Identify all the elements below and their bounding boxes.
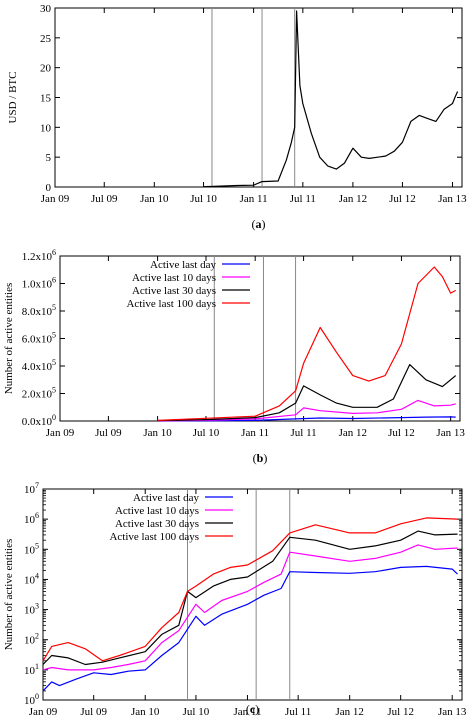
chart-b-x-tick-label: Jul 10 <box>193 427 220 439</box>
chart-a-y-tick-label: 30 <box>40 3 52 15</box>
chart-c-series-line <box>42 565 458 692</box>
chart-b-x-tick-label: Jul 12 <box>388 427 415 439</box>
chart-a-x-tick-label: Jul 12 <box>389 193 416 205</box>
chart-b-x-tick-label: Jul 11 <box>290 427 316 439</box>
chart-a-y-tick-label: 15 <box>40 93 52 105</box>
chart-b-legend-label: Active last 100 days <box>126 298 216 310</box>
chart-b: Jan 09 Jul 09 Jan 10 Jul 10 Jan 11 Jul 11 Jan … <box>3 248 465 465</box>
chart-b-caption: (b) <box>253 451 268 465</box>
chart-c-legend-label: Active last day <box>133 492 199 504</box>
chart-b-plot-area <box>59 255 461 422</box>
chart-c-x-tick-label: Jul 11 <box>285 706 311 718</box>
chart-c-series-line <box>42 530 458 666</box>
chart-c-x-tick-label: Jan 09 <box>29 706 58 718</box>
chart-b-x-tick-label: Jul 09 <box>95 427 122 439</box>
chart-b-legend-label: Active last 10 days <box>132 272 216 284</box>
chart-c-x-tick-label: Jul 10 <box>183 706 210 718</box>
chart-b-x-tick-label: Jan 09 <box>46 427 75 439</box>
chart-c-y-tick-label: 103 <box>24 602 39 617</box>
chart-c: Jan 09 Jul 09 Jan 10 Jul 10 Jan 11 Jul 11 Jan … <box>3 481 467 718</box>
chart-a-series-line <box>203 10 459 188</box>
chart-c-series-line <box>42 544 458 671</box>
chart-c-x-tick-label: Jul 09 <box>80 706 107 718</box>
chart-a-x-tick-label: Jan 13 <box>438 193 467 205</box>
chart-a-y-tick-label: 10 <box>40 122 52 134</box>
chart-c-x-tick-label: Jan 10 <box>131 706 160 718</box>
chart-a-caption: (a) <box>252 217 266 231</box>
chart-b-legend-label: Active last day <box>150 259 216 271</box>
chart-a-y-tick-label: 5 <box>46 152 52 164</box>
chart-c-y-tick-label: 104 <box>24 571 39 586</box>
chart-b-series-line <box>157 266 456 421</box>
chart-b-y-tick-label: 1.0x106 <box>22 276 56 291</box>
chart-b-y-tick-label: 1.2x106 <box>22 248 56 263</box>
chart-a-x-tick-label: Jan 09 <box>41 193 70 205</box>
chart-b-y-tick-label: 4.0x105 <box>22 358 56 373</box>
chart-b-y-tick-label: 2.0x105 <box>22 386 56 401</box>
chart-b-x-tick-label: Jan 13 <box>436 427 465 439</box>
chart-c-y-tick-label: 107 <box>24 481 39 496</box>
chart-c-x-tick-label: Jan 13 <box>438 706 467 718</box>
chart-a-x-tick-label: Jul 11 <box>290 193 316 205</box>
chart-a: Jan 09 Jul 09 Jan 10 Jul 10 Jan 11 Jul 11 Jan … <box>7 3 467 231</box>
chart-b-y-tick-label: 8.0x105 <box>22 303 56 318</box>
chart-c-x-tick-label: Jan 12 <box>335 706 363 718</box>
chart-a-x-tick-label: Jul 10 <box>190 193 217 205</box>
chart-b-x-tick-label: Jan 10 <box>143 427 172 439</box>
chart-b-y-axis-label: Number of active entities <box>3 283 15 395</box>
chart-b-series-line <box>157 416 456 422</box>
chart-a-y-tick-label: 20 <box>40 63 52 75</box>
chart-b-y-tick-label: 0.0x100 <box>22 413 56 428</box>
chart-c-legend-label: Active last 10 days <box>115 505 199 517</box>
chart-c-legend-label: Active last 100 days <box>109 531 199 543</box>
chart-a-y-tick-label: 25 <box>40 33 52 45</box>
chart-a-x-tick-label: Jan 11 <box>240 193 268 205</box>
chart-c-caption: (c) <box>246 702 259 716</box>
chart-c-plot-area <box>42 488 463 701</box>
chart-b-x-tick-label: Jan 12 <box>339 427 367 439</box>
chart-c-y-tick-label: 102 <box>24 632 39 647</box>
chart-a-x-tick-label: Jan 10 <box>140 193 169 205</box>
chart-c-y-tick-label: 105 <box>24 541 39 556</box>
chart-a-x-tick-label: Jul 09 <box>91 193 118 205</box>
chart-b-series-line <box>157 364 457 422</box>
chart-a-x-tick-label: Jan 12 <box>339 193 367 205</box>
chart-a-y-axis-label: USD / BTC <box>7 72 19 124</box>
chart-c-y-tick-label: 100 <box>24 692 39 707</box>
chart-b-y-tick-label: 6.0x105 <box>22 331 56 346</box>
chart-b-legend-label: Active last 30 days <box>132 285 216 297</box>
chart-c-legend-label: Active last 30 days <box>115 518 199 530</box>
chart-b-series-line <box>157 399 456 422</box>
chart-c-series-line <box>42 517 458 662</box>
chart-a-y-tick-label: 0 <box>46 182 52 194</box>
chart-c-y-tick-label: 101 <box>24 662 39 677</box>
chart-a-plot-area <box>54 7 463 188</box>
chart-c-x-tick-label: Jul 12 <box>387 706 414 718</box>
chart-c-x-tick-label: Jan 11 <box>233 706 261 718</box>
chart-c-y-tick-label: 106 <box>24 511 39 526</box>
chart-c-y-axis-label: Number of active entities <box>3 539 15 651</box>
chart-b-x-tick-label: Jan 11 <box>241 427 269 439</box>
